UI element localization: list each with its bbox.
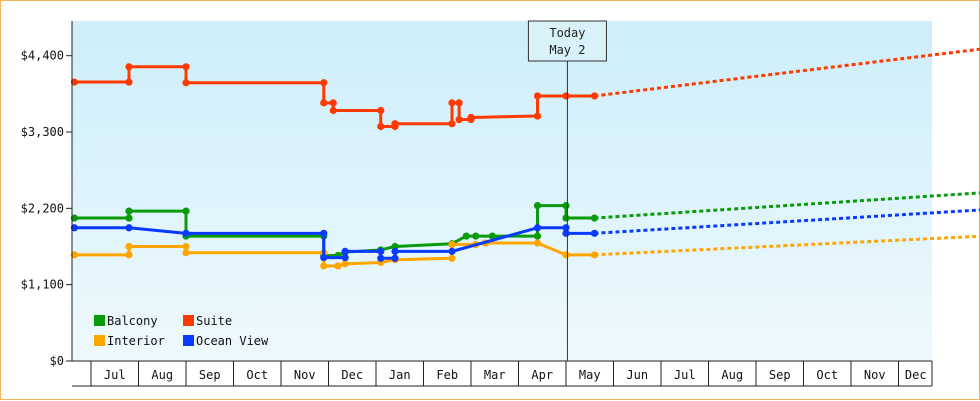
data-point [591,230,598,237]
data-point [562,214,569,221]
month-label: Nov [864,368,886,382]
data-point [562,202,569,209]
data-point [534,92,541,99]
y-tick-label: $0 [50,354,64,368]
month-label: Dec [341,368,363,382]
data-point [391,120,398,127]
data-point [125,208,132,215]
today-date: May 2 [549,43,585,57]
month-label: Aug [151,368,173,382]
data-point [320,99,327,106]
data-point [456,116,463,123]
month-label: Apr [531,368,553,382]
data-point [182,208,189,215]
month-label: Oct [246,368,268,382]
data-point [534,112,541,119]
data-point [534,224,541,231]
data-point [391,248,398,255]
month-label: Dec [905,368,927,382]
legend-swatch [183,335,194,346]
data-point [182,63,189,70]
legend-label: Balcony [107,314,158,328]
data-point [334,262,341,269]
data-point [330,107,337,114]
data-point [320,262,327,269]
data-point [534,202,541,209]
data-point [534,239,541,246]
data-point [456,99,463,106]
month-label: Oct [816,368,838,382]
month-label: Feb [436,368,458,382]
data-point [342,254,349,261]
data-point [591,251,598,258]
data-point [182,230,189,237]
data-point [448,120,455,127]
legend-swatch [94,315,105,326]
month-label: Mar [484,368,506,382]
data-point [562,230,569,237]
data-point [377,248,384,255]
data-point [377,255,384,262]
month-label: Aug [721,368,743,382]
y-tick-label: $2,200 [21,201,64,215]
data-point [125,214,132,221]
data-point [467,114,474,121]
data-point [182,243,189,250]
data-point [377,107,384,114]
legend-label: Ocean View [196,334,269,348]
data-point [125,63,132,70]
data-point [391,255,398,262]
data-point [472,233,479,240]
month-label: Jul [674,368,696,382]
month-label: Sep [199,368,221,382]
month-label: Sep [769,368,791,382]
data-point [377,123,384,130]
data-point [534,233,541,240]
month-label: Jan [389,368,411,382]
data-point [448,241,455,248]
data-point [330,99,337,106]
data-point [125,251,132,258]
data-point [591,214,598,221]
today-label: Today [549,26,585,40]
data-point [320,254,327,261]
plot-area [72,21,932,361]
data-point [562,92,569,99]
legend-swatch [94,335,105,346]
data-point [463,233,470,240]
data-point [562,251,569,258]
data-point [125,243,132,250]
data-point [448,255,455,262]
month-label: Jul [104,368,126,382]
y-tick-label: $1,100 [21,278,64,292]
month-label: Jun [626,368,648,382]
data-point [320,230,327,237]
data-point [591,92,598,99]
data-point [342,248,349,255]
data-point [320,79,327,86]
legend-label: Interior [107,334,165,348]
data-point [125,224,132,231]
data-point [125,78,132,85]
y-tick-label: $4,400 [21,49,64,63]
month-label: May [579,368,601,382]
data-point [182,79,189,86]
month-label: Nov [294,368,316,382]
data-point [448,99,455,106]
legend-swatch [183,315,194,326]
data-point [448,248,455,255]
y-tick-label: $3,300 [21,125,64,139]
data-point [342,260,349,267]
data-point [182,249,189,256]
legend-label: Suite [196,314,232,328]
